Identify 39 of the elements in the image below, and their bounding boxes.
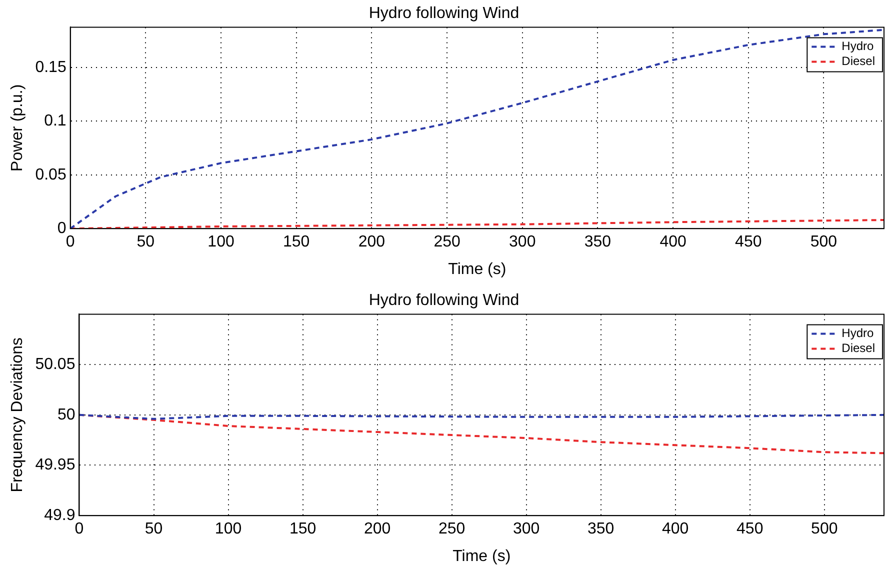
x-tick-label: 500	[811, 520, 838, 538]
y-axis-title: Power (p.u.)	[9, 84, 26, 172]
x-tick-label: 150	[289, 520, 316, 538]
x-tick-label: 250	[434, 234, 460, 251]
x-tick-label: 500	[810, 234, 838, 251]
x-tick-label: 400	[662, 520, 689, 538]
x-tick-label: 450	[735, 234, 762, 251]
y-tick-label: 0.15	[35, 58, 66, 76]
x-tick-label: 100	[214, 520, 242, 538]
x-tick-label: 200	[358, 234, 386, 251]
y-tick-label: 0	[57, 220, 66, 238]
x-tick-label: 350	[587, 520, 614, 538]
x-axis-title: Time (s)	[452, 548, 511, 565]
y-axis-title: Frequency Deviations	[9, 338, 26, 492]
x-tick-label: 400	[660, 234, 686, 251]
legend-label: Hydro	[842, 39, 874, 54]
chart-title: Hydro following Wind	[368, 5, 520, 22]
x-tick-label: 300	[509, 234, 536, 251]
y-tick-label: 50.05	[35, 356, 76, 373]
x-tick-label: 50	[136, 234, 155, 251]
x-tick-label: 450	[736, 520, 764, 538]
legend-label: Diesel	[842, 54, 876, 68]
x-tick-label: 50	[144, 520, 163, 538]
legend-label: Diesel	[842, 341, 876, 356]
y-tick-label: 50	[57, 406, 76, 424]
y-tick-label: 49.95	[35, 456, 76, 474]
y-tick-label: 49.9	[44, 507, 76, 524]
x-tick-label: 200	[364, 520, 391, 538]
x-axis-title: Time (s)	[448, 260, 506, 278]
x-tick-label: 350	[584, 234, 612, 251]
x-tick-label: 300	[512, 520, 540, 538]
x-tick-label: 250	[438, 520, 466, 538]
chart-title: Hydro following Wind	[368, 292, 520, 310]
legend-label: Hydro	[842, 326, 874, 340]
y-tick-label: 0.05	[35, 166, 66, 184]
y-tick-label: 0.1	[44, 112, 66, 130]
line-series	[70, 28, 884, 229]
x-tick-label: 100	[208, 234, 234, 251]
x-tick-label: 150	[283, 234, 310, 251]
